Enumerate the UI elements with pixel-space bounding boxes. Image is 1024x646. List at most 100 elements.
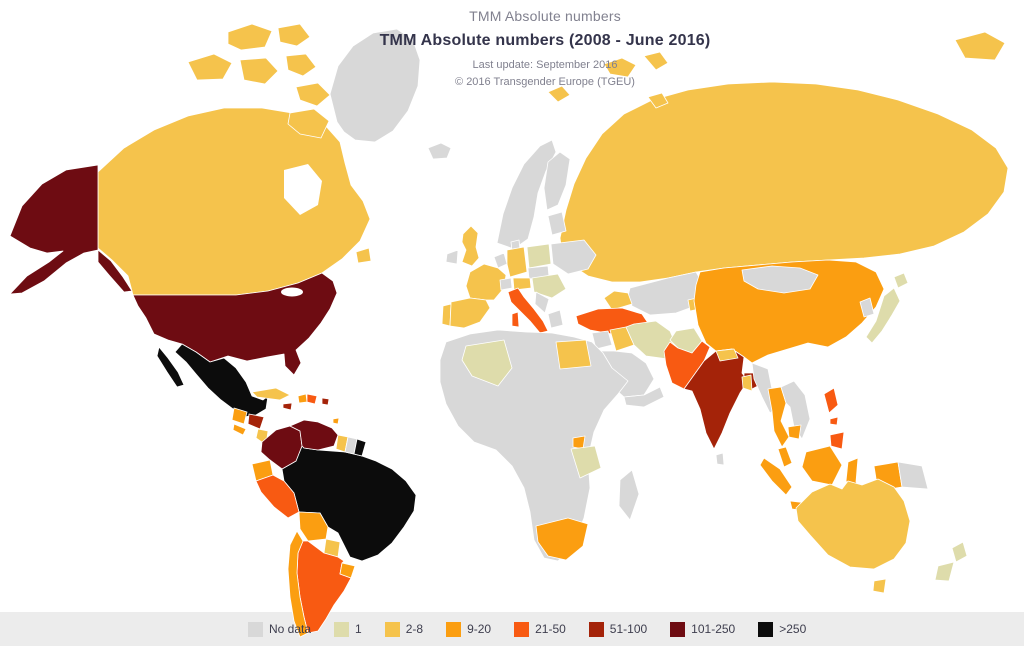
country-iceland bbox=[427, 142, 452, 160]
country-indonesia-borneo bbox=[801, 445, 843, 486]
legend-label-gt-250: >250 bbox=[779, 622, 807, 636]
legend-band bbox=[0, 612, 1024, 646]
country-usa bbox=[132, 272, 338, 376]
country-canada-arctic-2 bbox=[277, 23, 311, 47]
country-algeria bbox=[461, 339, 513, 387]
country-bangladesh bbox=[741, 374, 753, 392]
country-japan-hokkaido bbox=[893, 272, 909, 289]
country-haiti bbox=[297, 393, 308, 404]
country-new-zealand-south bbox=[934, 561, 955, 582]
country-colombia bbox=[260, 425, 303, 470]
country-benelux bbox=[493, 252, 508, 269]
country-canada-arctic-6 bbox=[295, 82, 331, 107]
country-canada-arctic-5 bbox=[285, 53, 317, 77]
legend-item-9-20: 9-20 bbox=[446, 621, 492, 637]
country-canada-arctic-1 bbox=[227, 23, 273, 51]
country-greece bbox=[547, 309, 564, 329]
country-italy bbox=[507, 287, 549, 334]
country-laos-vietnam bbox=[780, 380, 811, 440]
country-portugal bbox=[441, 303, 452, 327]
country-uganda bbox=[572, 435, 586, 450]
country-papua-new-guinea bbox=[897, 461, 929, 490]
country-italy-sardinia bbox=[511, 311, 520, 328]
country-spain bbox=[449, 297, 491, 329]
country-norway-sweden bbox=[496, 139, 557, 250]
country-venezuela bbox=[289, 419, 339, 451]
country-cuba bbox=[251, 387, 291, 401]
legend-item-1: 1 bbox=[334, 621, 362, 637]
country-philippines-mindanao bbox=[829, 431, 845, 450]
country-switzerland bbox=[499, 277, 513, 291]
country-nepal bbox=[715, 348, 739, 362]
legend-label-51-100: 51-100 bbox=[609, 622, 648, 636]
country-balkans bbox=[534, 291, 550, 314]
legend-label-no-data: No data bbox=[269, 622, 312, 636]
legend-item-no-data: No data bbox=[248, 621, 312, 637]
region-africa-other bbox=[439, 329, 629, 562]
country-tanzania bbox=[570, 445, 602, 479]
legend-label-1: 1 bbox=[355, 622, 362, 636]
legend-label-2-8: 2-8 bbox=[405, 622, 424, 636]
legend-item-101-250: 101-250 bbox=[670, 621, 736, 637]
country-baltic-states bbox=[547, 211, 567, 236]
country-south-africa bbox=[535, 517, 589, 561]
legend-swatch-gt-250 bbox=[758, 621, 774, 637]
legend-swatch-9-20 bbox=[446, 621, 462, 637]
legend-item-51-100: 51-100 bbox=[588, 621, 648, 637]
country-russia-arctic-4 bbox=[547, 85, 571, 103]
legend-swatch-2-8 bbox=[384, 621, 400, 637]
legend-label-101-250: 101-250 bbox=[691, 622, 736, 636]
country-jamaica bbox=[282, 402, 293, 411]
countries-layer bbox=[9, 23, 1009, 638]
legend-label-9-20: 9-20 bbox=[467, 622, 492, 636]
country-russia-arctic-5 bbox=[954, 31, 1006, 61]
country-australia bbox=[795, 478, 911, 570]
country-mexico-baja bbox=[156, 346, 185, 388]
country-china bbox=[693, 259, 885, 364]
country-ireland bbox=[445, 249, 459, 265]
country-french-guiana bbox=[353, 438, 367, 457]
country-canada-arctic-4 bbox=[239, 57, 279, 85]
country-russia-arctic-1 bbox=[603, 57, 637, 78]
country-japan bbox=[865, 287, 901, 344]
country-dominican-republic bbox=[306, 393, 318, 405]
country-philippines-visayas bbox=[829, 416, 839, 426]
country-korea bbox=[859, 297, 875, 318]
country-russia bbox=[559, 81, 1009, 283]
country-caucasus bbox=[603, 290, 633, 311]
country-greenland bbox=[329, 28, 421, 143]
country-mongolia bbox=[741, 265, 819, 294]
country-philippines-luzon bbox=[823, 387, 839, 414]
legend-swatch-1 bbox=[334, 621, 350, 637]
country-indonesia-sumatra bbox=[759, 457, 793, 496]
country-guatemala bbox=[231, 407, 248, 425]
country-yemen-oman bbox=[623, 386, 665, 408]
country-canada-baffin bbox=[287, 108, 330, 139]
country-sri-lanka bbox=[715, 452, 725, 466]
legend-swatch-no-data bbox=[248, 621, 263, 637]
country-ukraine-belarus bbox=[550, 239, 597, 275]
legend-item-2-8: 2-8 bbox=[384, 621, 424, 637]
legend-item-gt-250: >250 bbox=[758, 621, 807, 637]
country-canada bbox=[97, 107, 371, 296]
country-india bbox=[683, 348, 749, 450]
legend-item-21-50: 21-50 bbox=[514, 621, 566, 637]
great-lakes bbox=[281, 287, 303, 297]
country-germany bbox=[506, 246, 528, 278]
legend-swatch-21-50 bbox=[514, 621, 530, 637]
country-honduras bbox=[247, 413, 265, 430]
country-uruguay bbox=[339, 562, 356, 579]
country-poland bbox=[526, 243, 552, 269]
country-el-salvador bbox=[232, 423, 247, 436]
country-new-zealand-north bbox=[951, 541, 968, 563]
country-egypt bbox=[555, 339, 592, 370]
country-usa-alaska-panhandle bbox=[97, 249, 133, 293]
country-canada-newfoundland bbox=[355, 247, 372, 264]
country-mexico bbox=[174, 343, 269, 418]
country-russia-arctic-3 bbox=[647, 92, 669, 109]
legend-swatch-101-250 bbox=[670, 621, 686, 637]
country-canada-arctic-3 bbox=[187, 53, 233, 81]
country-cambodia bbox=[787, 424, 802, 440]
